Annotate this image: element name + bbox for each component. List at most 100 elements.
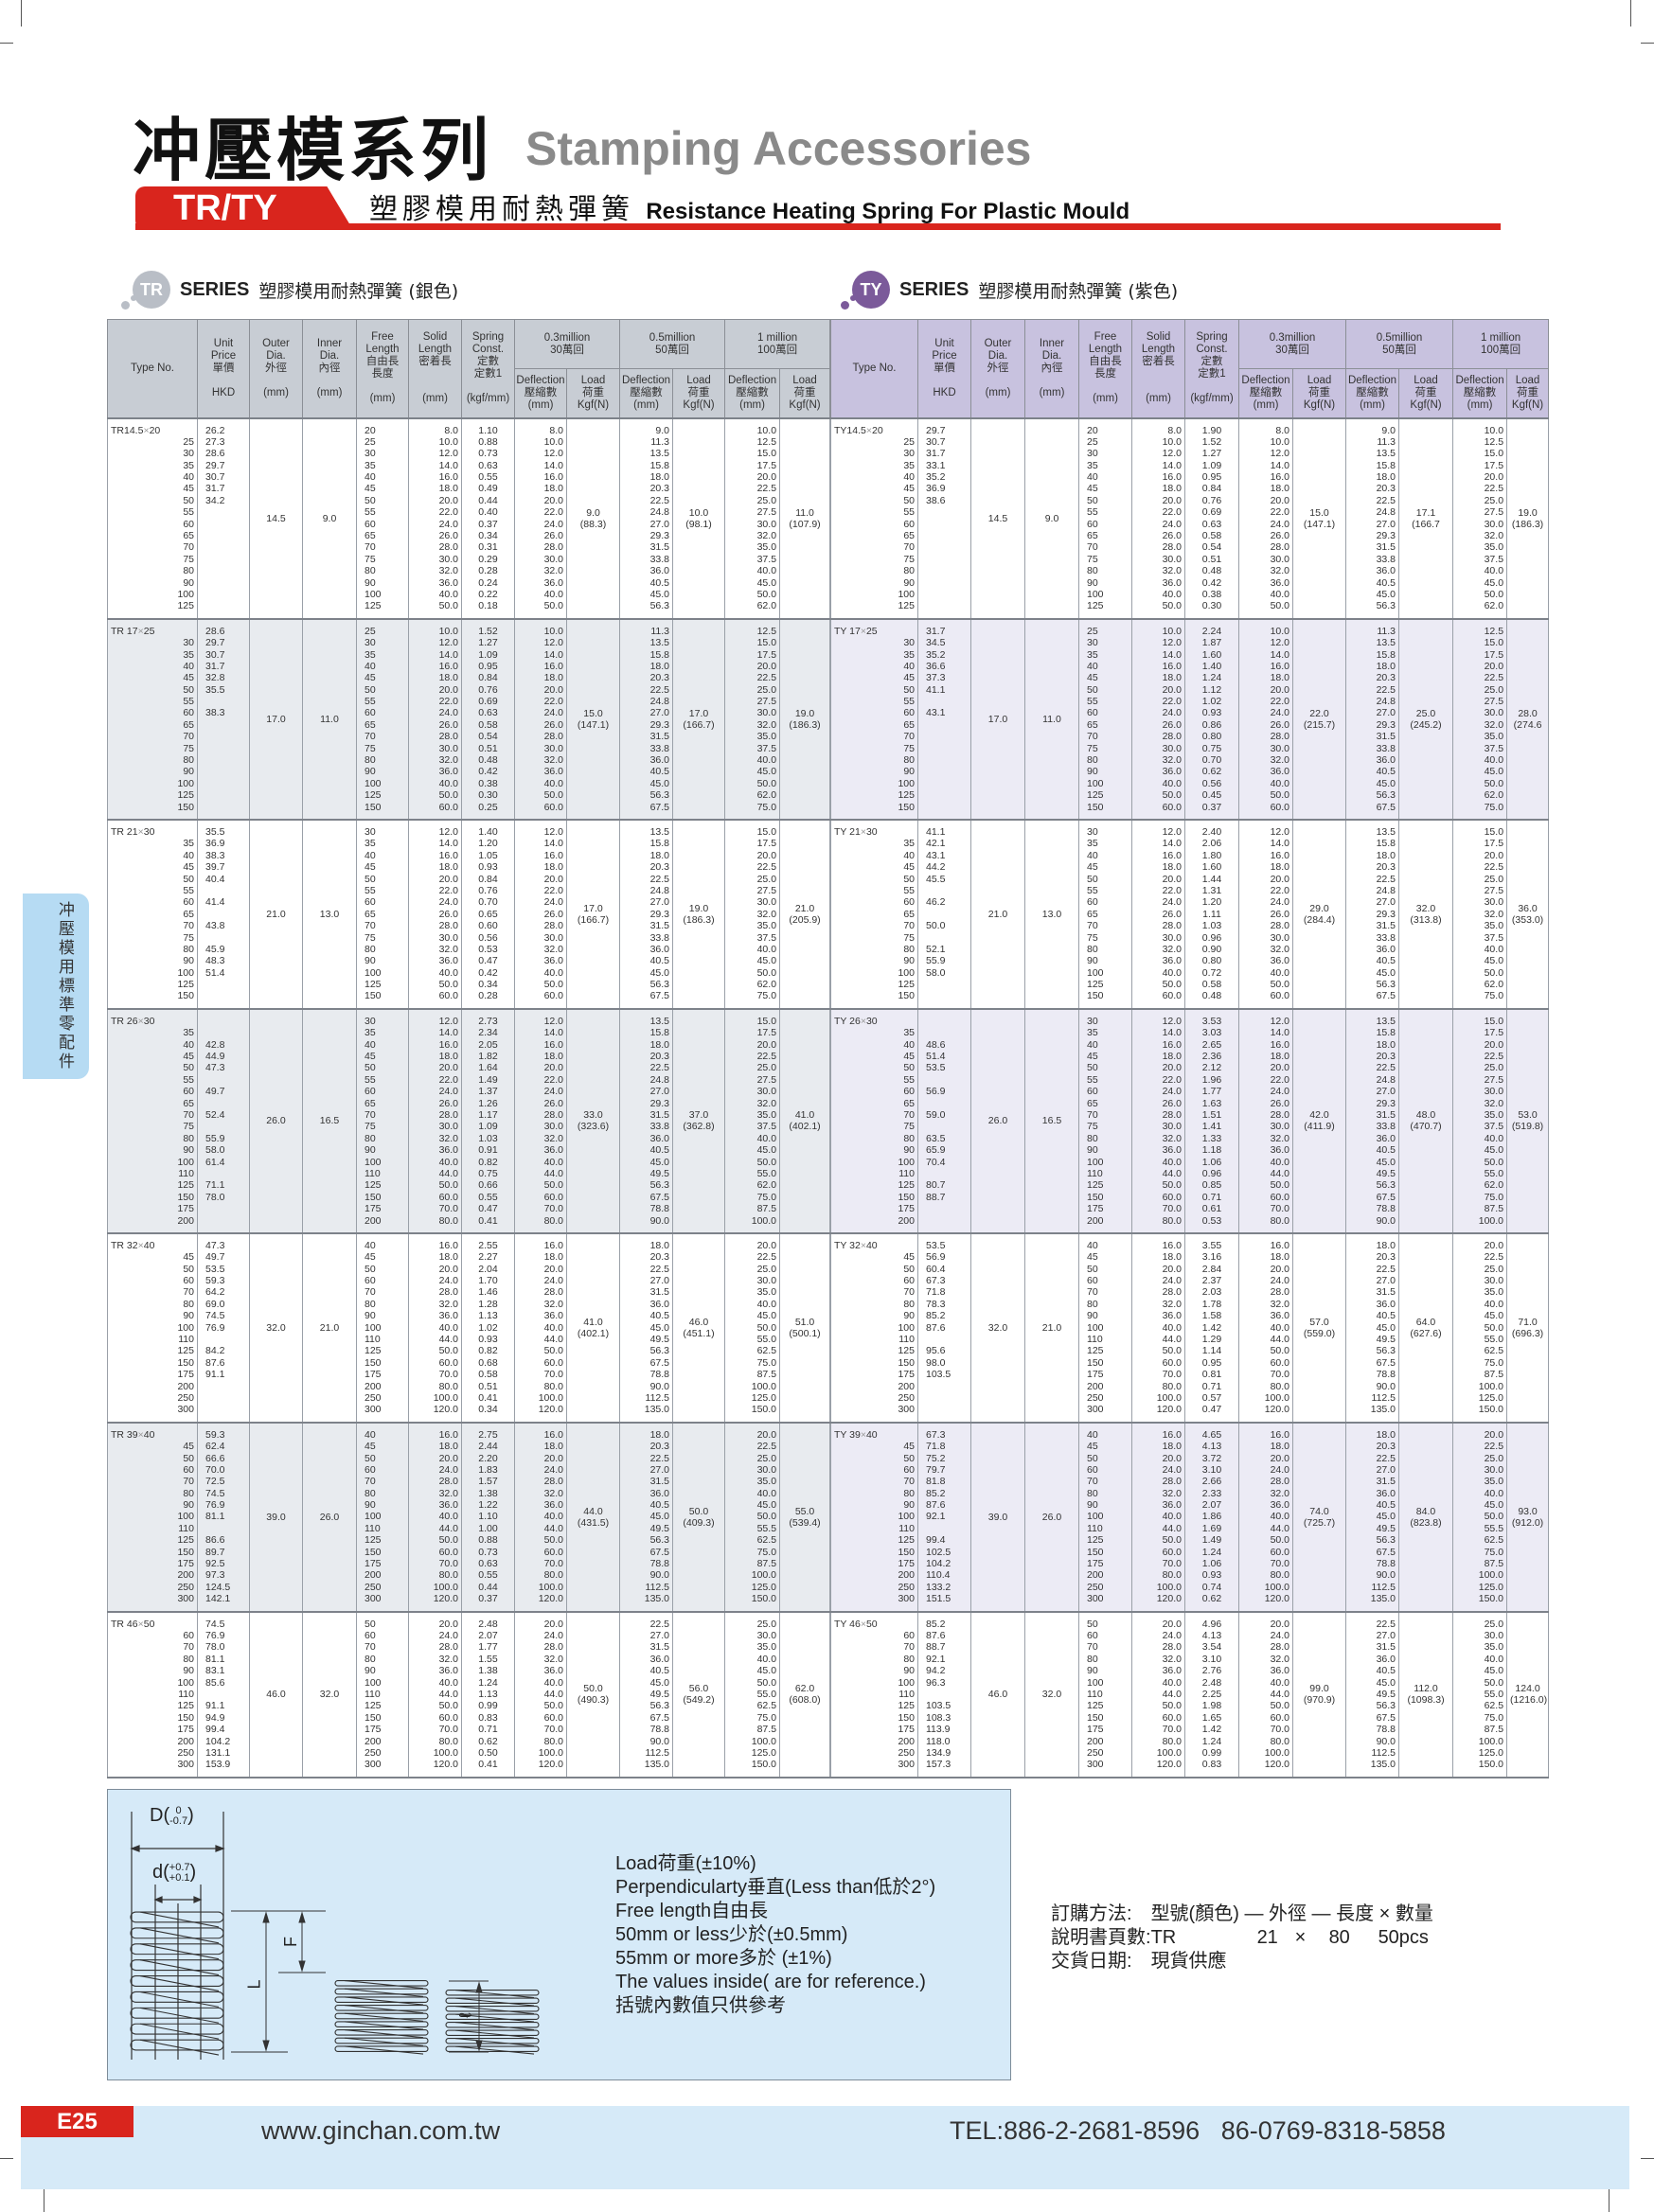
deflection-100w: 25.0 xyxy=(756,873,777,885)
deflection-30w: 18.0 xyxy=(543,1251,563,1264)
free-length: 175 xyxy=(1087,1203,1104,1215)
free-length: 45 xyxy=(1087,1051,1098,1063)
load-newton: (215.7) xyxy=(1303,718,1336,731)
spring-const: 0.51 xyxy=(478,1380,498,1392)
deflection-50w: 11.3 xyxy=(1377,625,1396,637)
solid-length: 12.0 xyxy=(438,826,458,838)
deflection-100w: 55.0 xyxy=(1484,1334,1504,1346)
free-length: 90 xyxy=(365,1499,376,1512)
type-length: 60 xyxy=(183,1463,194,1476)
type-length: 200 xyxy=(177,1735,194,1747)
solid-length: 12.0 xyxy=(1162,826,1182,838)
spring-const: 2.03 xyxy=(1201,1286,1222,1299)
deflection-50w: 31.5 xyxy=(649,1286,670,1299)
deflection-30w: 16.0 xyxy=(543,1428,563,1441)
deflection-50w: 90.0 xyxy=(1376,1735,1396,1747)
solid-length: 14.0 xyxy=(438,459,458,471)
load-kgf: 32.0 xyxy=(1415,902,1436,914)
outer-dia: 46.0 xyxy=(987,1689,1008,1701)
spring-const: 1.14 xyxy=(1201,1345,1222,1357)
times-sign: × xyxy=(860,1239,866,1251)
type-length: 125 xyxy=(898,979,915,991)
free-length: 90 xyxy=(1087,1499,1098,1512)
load-newton: (284.4) xyxy=(1303,913,1336,926)
deflection-100w: 25.0 xyxy=(1484,494,1504,506)
outer-dia-cell: 14.5 xyxy=(970,416,1025,620)
inner-dia-cell: 32.0 xyxy=(302,1610,357,1778)
inner-dia: 26.0 xyxy=(319,1511,340,1523)
free-length: 65 xyxy=(1087,908,1098,920)
deflection-100w: 35.0 xyxy=(1484,1108,1504,1121)
load-newton: (107.9) xyxy=(789,518,821,530)
deflection-50w: 40.5 xyxy=(1376,955,1396,967)
spring-const: 0.74 xyxy=(1201,1581,1222,1593)
spring-const: 1.60 xyxy=(1201,648,1222,661)
free-length: 50 xyxy=(365,494,376,506)
deflection-30w: 10.0 xyxy=(1270,625,1289,637)
free-length: 60 xyxy=(1087,1463,1098,1476)
spring-const: 3.03 xyxy=(1201,1027,1222,1039)
unit-price: 30.7 xyxy=(926,435,946,448)
free-length: 100 xyxy=(1087,1156,1104,1168)
solid-length: 32.0 xyxy=(1162,754,1182,767)
spring-const: 0.55 xyxy=(478,1569,498,1582)
deflection-100w: 87.5 xyxy=(756,1724,777,1736)
deflection-100w: 75.0 xyxy=(756,990,777,1002)
deflection-50w: 49.5 xyxy=(1376,1334,1396,1346)
unit-price xyxy=(205,577,246,589)
spring-size-group-row: TY 46×50 60 70 80 90 100 110 125 150 175 200 250 300… xyxy=(830,1610,1550,1778)
deflection-30w: 14.0 xyxy=(543,838,563,850)
unit-price: 56.9 xyxy=(926,1086,946,1098)
free-length: 300 xyxy=(365,1404,382,1416)
deflection-50w: 40.5 xyxy=(649,1499,670,1512)
free-length: 75 xyxy=(365,931,376,944)
spring-const: 2.07 xyxy=(1201,1499,1222,1512)
deflection-50w: 36.0 xyxy=(649,565,670,577)
deflection-30w: 100.0 xyxy=(538,1746,563,1759)
solid-length: 22.0 xyxy=(1162,1073,1182,1086)
deflection-30w: 22.0 xyxy=(1270,696,1289,708)
solid-length: 20.0 xyxy=(438,1062,458,1074)
deflection-30w: 30.0 xyxy=(543,1121,563,1133)
free-spring-coil xyxy=(130,2023,224,2035)
free-length: 100 xyxy=(365,1321,382,1334)
free-length: 300 xyxy=(365,1759,382,1771)
solid-length-cell: 16.0 18.0 20.0 24.0 28.0 32.0 36.0 40.0 44.0 50.0… xyxy=(1131,1231,1185,1424)
outer-dia-cell: 32.0 xyxy=(249,1231,303,1424)
unit-price-cell: 35.5 36.9 38.3 39.7 40.4 41.4 43.8 45.9 48.3 51.4 xyxy=(197,819,250,1010)
free-length: 125 xyxy=(365,979,382,991)
website-link[interactable]: www.ginchan.com.tw xyxy=(261,2116,501,2145)
unit-price: 131.1 xyxy=(205,1746,231,1759)
deflection-50w: 31.5 xyxy=(649,731,670,743)
solid-length: 24.0 xyxy=(438,1463,458,1476)
deflection-50w: 29.3 xyxy=(1376,1097,1396,1109)
unit-price: 65.9 xyxy=(926,1144,946,1157)
deflection-50w: 36.0 xyxy=(1376,943,1396,955)
free-length: 200 xyxy=(1087,1569,1104,1582)
unit-price-cell: 74.5 76.9 78.0 81.1 83.1 85.6 91.1 94.9 99.4 104.… xyxy=(197,1610,250,1778)
spring-const: 0.49 xyxy=(478,483,498,495)
times-sign: × xyxy=(137,1428,144,1441)
solid-length: 16.0 xyxy=(1162,471,1182,484)
col-header-load: Load 荷重 Kgf(N) xyxy=(565,368,621,418)
spring-const: 0.47 xyxy=(478,955,498,967)
deflection-100w: 30.0 xyxy=(1484,1463,1504,1476)
deflection-30w: 24.0 xyxy=(543,1463,563,1476)
free-length: 90 xyxy=(1087,1144,1098,1157)
solid-length: 28.0 xyxy=(1162,1108,1182,1121)
type-length: 70 xyxy=(903,731,915,743)
unit-price xyxy=(205,600,246,611)
free-spring-coil-pitch xyxy=(139,1959,220,1976)
deflection-100w: 50.0 xyxy=(756,588,777,600)
free-length: 125 xyxy=(365,600,382,612)
deflection-100w: 87.5 xyxy=(1484,1724,1504,1736)
free-length: 110 xyxy=(365,1688,381,1700)
deflection-100w: 40.0 xyxy=(1484,1298,1504,1310)
solid-length: 18.0 xyxy=(1162,1251,1182,1264)
free-spring-coil-pitch xyxy=(139,2023,220,2040)
deflection-100w: 22.5 xyxy=(1484,672,1504,684)
deflection-30w: 24.0 xyxy=(1270,1086,1289,1098)
deflection-50w: 18.0 xyxy=(649,471,670,484)
deflection-100w-cell: 15.0 17.5 20.0 22.5 25.0 27.5 30.0 32.0 35.0 37.5… xyxy=(1452,819,1508,1010)
load-50w-cell: 19.0 (186.3) xyxy=(672,819,726,1010)
